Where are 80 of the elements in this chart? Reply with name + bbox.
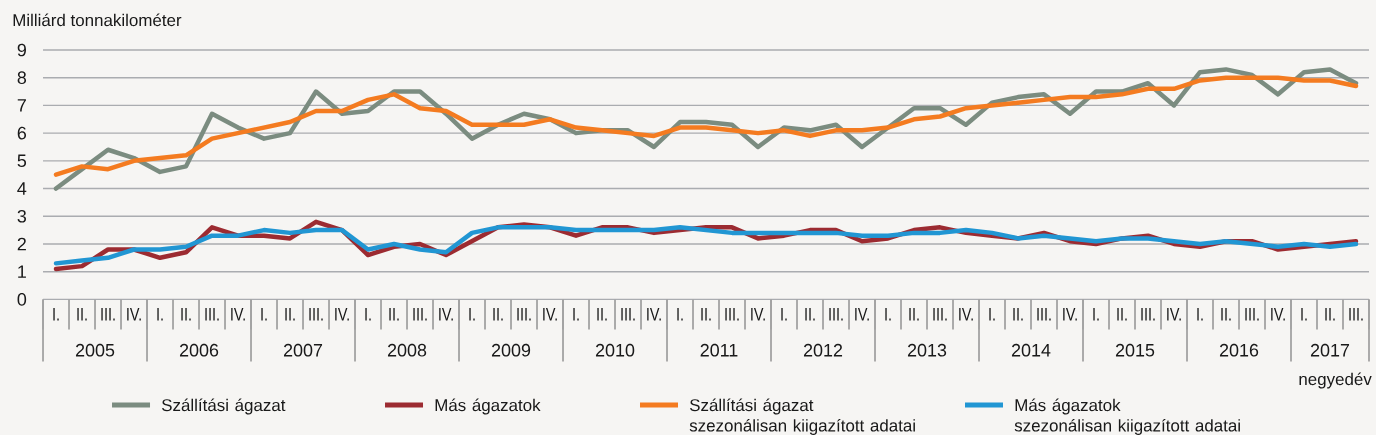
x-tick-label: IV. [543,308,557,321]
text: 2015 [1115,343,1155,357]
text: 2013 [907,343,947,357]
y-tick-label: 0 [17,293,27,306]
x-tick-label: III. [517,308,531,321]
x-tick-label: II. [701,308,711,321]
text: 2006 [179,343,219,357]
y-tick-label: 5 [17,154,27,168]
y-tick-label: 9 [17,43,26,57]
x-tick-label: IV. [959,308,973,321]
x-axis-title: negyedév [1299,372,1372,389]
x-tick-label: II. [181,308,191,321]
text: 2010 [595,343,635,357]
x-tick-label: I. [885,308,891,321]
text: 2007 [283,343,323,357]
x-tick-label: III. [1141,308,1155,321]
x-tick-label: I. [261,308,267,321]
y-tick-label: 8 [17,71,27,85]
x-tick-label: IV. [1063,308,1077,321]
x-tick-label: IV. [335,308,349,321]
x-tick-label: IV. [231,308,245,321]
text: 2008 [387,343,427,357]
x-tick-label: II. [1221,308,1231,321]
x-tick-label: III. [829,308,843,321]
x-tick-label: IV. [127,308,141,321]
x-tick-label: IV. [647,308,661,321]
x-tick-label: I. [781,308,787,321]
text: 2017 [1310,343,1350,357]
text: 2016 [1219,343,1259,357]
x-tick-label: I. [157,308,163,321]
x-tick-label: I. [53,308,59,321]
y-axis-title: Milliárd tonnakilométer [13,13,182,27]
x-tick-label: II. [493,308,503,321]
text: 2014 [1011,343,1051,357]
legend-label: Szállítási ágazat [161,398,286,415]
x-tick-label: II. [805,308,815,321]
x-tick-label: III. [1349,308,1363,321]
y-tick-label: 6 [17,126,27,140]
x-tick-label: II. [1013,308,1023,321]
x-tick-label: II. [77,308,87,321]
x-tick-label: I. [1301,308,1307,321]
y-tick-label: 2 [17,237,26,251]
x-tick-label: IV. [439,308,453,321]
x-tick-label: IV. [1167,308,1181,321]
text: 2011 [700,343,738,357]
x-tick-label: I. [365,308,371,321]
x-tick-label: IV. [751,308,765,321]
x-tick-label: I. [1093,308,1099,321]
x-tick-label: IV. [855,308,869,321]
x-tick-label: III. [621,308,635,321]
y-tick-label: 4 [17,182,27,195]
legend-label: Más ágazatok [435,398,541,415]
x-tick-label: III. [933,308,947,321]
x-tick-label: I. [573,308,579,321]
text: 2005 [75,343,115,357]
x-tick-label: III. [205,308,219,321]
x-tick-label: III. [413,308,427,321]
text: 2009 [491,343,531,357]
x-tick-label: I. [1197,308,1203,321]
y-tick-label: 1 [18,265,26,278]
x-tick-label: III. [1037,308,1051,321]
x-tick-label: III. [725,308,739,321]
x-tick-label: II. [285,308,295,321]
x-tick-label: II. [1325,308,1335,321]
x-tick-label: I. [677,308,683,321]
x-tick-label: IV. [1271,308,1285,321]
text: 2012 [803,343,843,357]
x-tick-label: II. [1117,308,1127,321]
x-tick-label: II. [909,308,919,321]
legend-label: Más ágazatok szezonálisan kiigazított adatai [1014,398,1240,435]
x-tick-label: III. [309,308,323,321]
x-tick-label: II. [597,308,607,321]
x-tick-label: I. [989,308,995,321]
x-tick-label: II. [389,308,399,321]
x-tick-label: III. [1245,308,1259,321]
legend-label: Szállítási ágazat szezonálisan kiigazított adatai [689,398,915,435]
y-tick-label: 7 [17,99,26,112]
x-tick-label: III. [101,308,115,321]
x-tick-label: I. [469,308,475,321]
y-tick-label: 3 [17,209,27,223]
